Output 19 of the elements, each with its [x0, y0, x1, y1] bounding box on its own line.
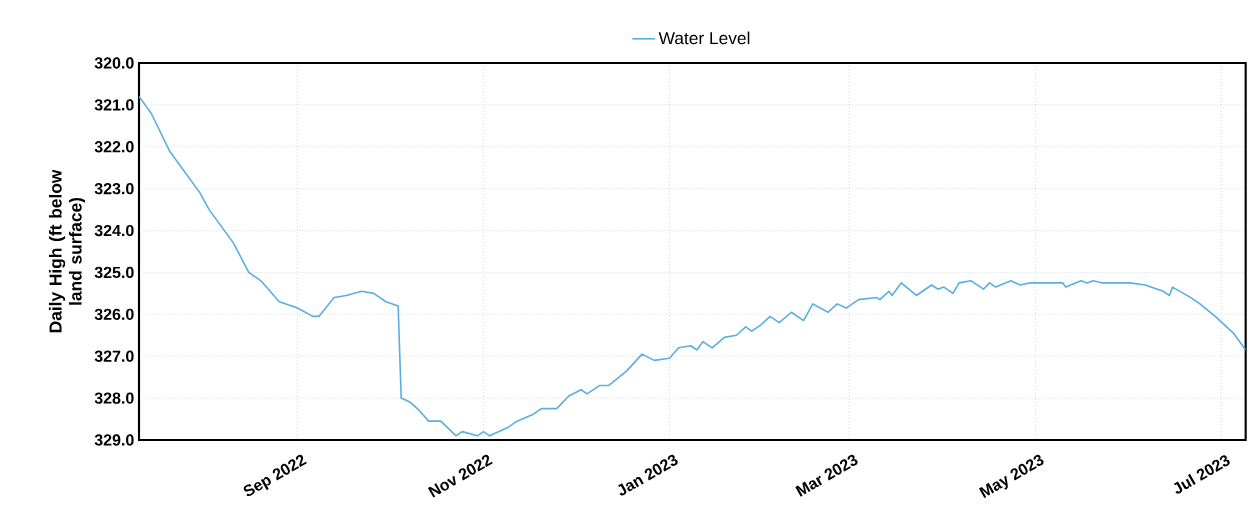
x-tick-label: Jan 2023 — [618, 454, 678, 496]
y-tick-label: 322.0 — [94, 141, 134, 153]
y-tick-label: 320.0 — [94, 57, 134, 69]
x-tick-label: Jul 2023 — [1174, 455, 1230, 494]
legend-label: Water Level — [658, 31, 750, 45]
y-tick-label: 324.0 — [94, 224, 134, 237]
x-tick-label: Sep 2022 — [243, 454, 307, 497]
y-tick-label: 321.0 — [94, 99, 134, 111]
y-tick-label: 325.0 — [94, 266, 134, 279]
y-tick-label: 328.0 — [94, 392, 134, 404]
y-tick-label: 326.0 — [94, 308, 134, 321]
x-tick-label: May 2023 — [978, 454, 1044, 498]
y-axis-title: Daily High (ft below land surface) — [48, 169, 86, 333]
y-tick-label: 329.0 — [94, 434, 134, 446]
x-tick-label: Nov 2022 — [427, 454, 493, 498]
y-tick-label: 323.0 — [94, 182, 134, 195]
x-tick-label: Mar 2023 — [795, 454, 858, 497]
line-series — [139, 95, 1246, 437]
y-tick-label: 327.0 — [94, 350, 134, 362]
